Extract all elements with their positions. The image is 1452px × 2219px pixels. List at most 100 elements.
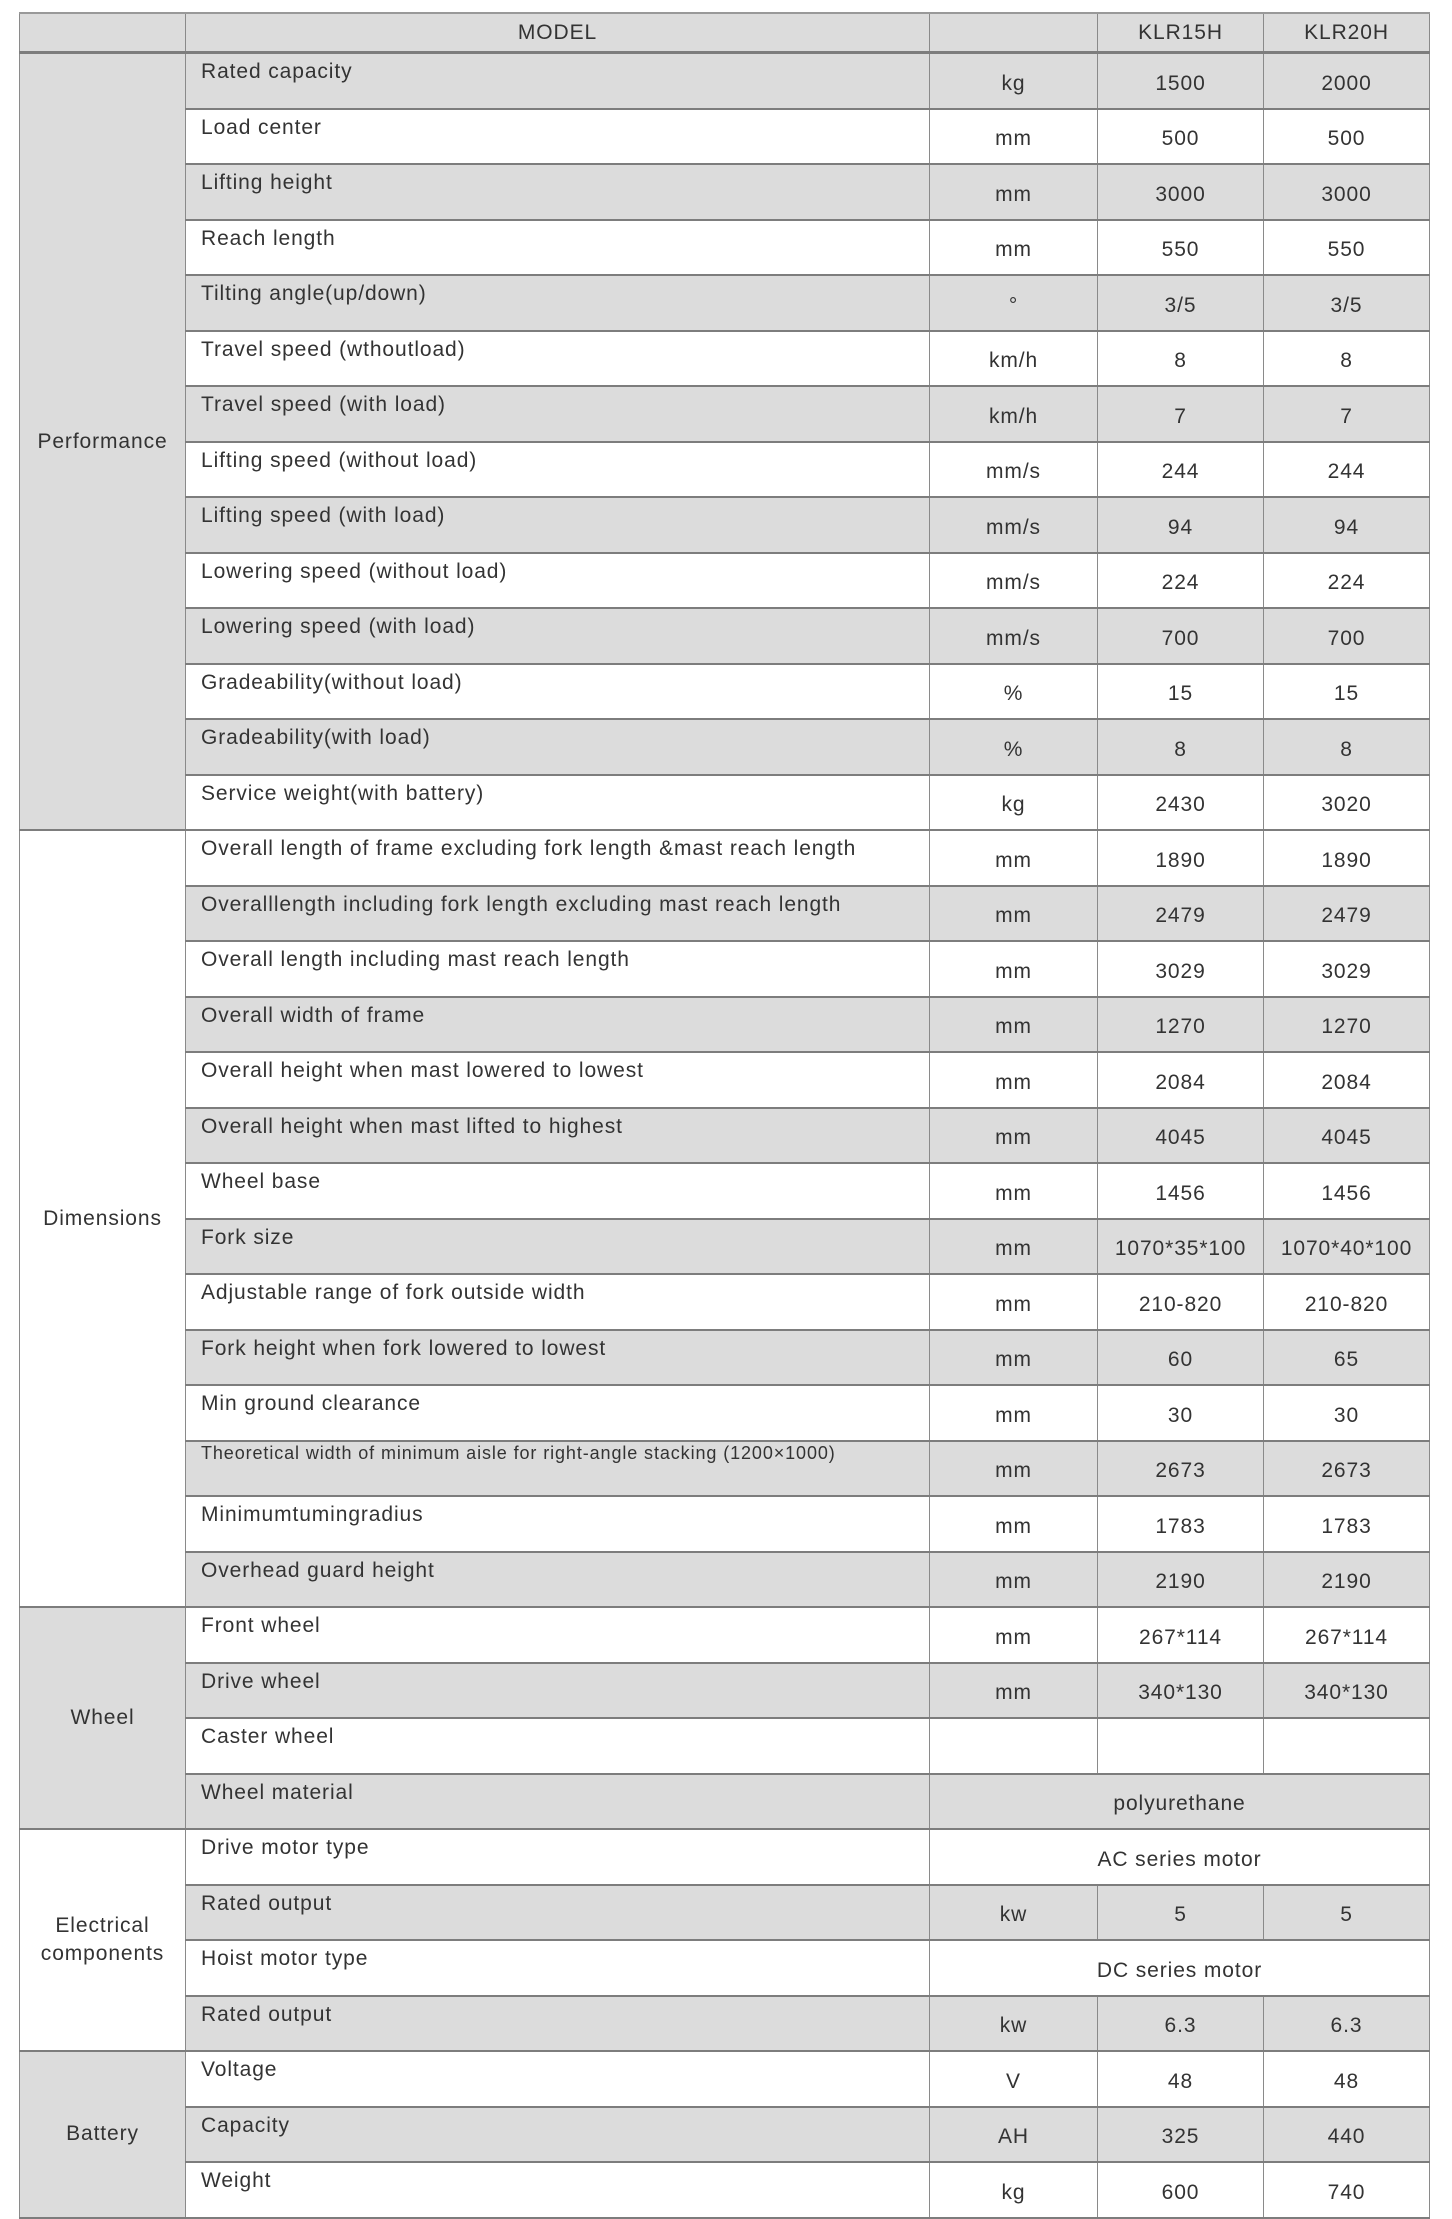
row-label: Rated output: [185, 1994, 930, 2052]
row-unit: %: [929, 662, 1098, 720]
table-row: Overall width of frame mm 1270 1270: [20, 995, 1430, 1053]
row-unit: mm: [929, 1051, 1098, 1109]
header-model-2: KLR20H: [1263, 12, 1430, 54]
row-unit: mm/s: [929, 607, 1098, 665]
row-label: Voltage: [185, 2050, 930, 2108]
spec-table: MODEL KLR15H KLR20H Performance Rated cap…: [19, 12, 1430, 2219]
header-model-1: KLR15H: [1097, 12, 1264, 54]
row-label: Overall height when mast lifted to highe…: [185, 1106, 930, 1164]
table-row: Electrical components Drive motor type AC …: [19, 1828, 1430, 2052]
row-unit: °: [929, 274, 1098, 332]
table-row: Wheel base mm 1456 1456: [20, 1162, 1430, 1220]
row-value-klr20h: 1783: [1263, 1495, 1430, 1553]
row-unit: mm: [929, 1162, 1098, 1220]
row-label: Gradeability(without load): [185, 662, 930, 720]
row-value-klr15h: 244: [1097, 440, 1264, 498]
row-value-klr20h: 267*114: [1263, 1606, 1430, 1664]
table-row: Dimensions Overall length of frame exclud…: [19, 829, 1430, 1608]
row-label: Wheel material: [185, 1772, 930, 1830]
row-value-klr20h: 500: [1263, 107, 1430, 165]
row-value-klr20h: 700: [1263, 607, 1430, 665]
row-unit: mm: [929, 107, 1098, 165]
row-unit: mm: [929, 1439, 1098, 1497]
row-value-klr15h: 1456: [1097, 1162, 1264, 1220]
row-value-klr15h: 3/5: [1097, 274, 1264, 332]
row-value-klr20h: 7: [1263, 385, 1430, 443]
row-value-klr20h: 8: [1263, 718, 1430, 776]
row-label: Caster wheel: [185, 1717, 930, 1775]
row-label: Drive wheel: [185, 1661, 930, 1719]
row-label: Overall height when mast lowered to lowe…: [185, 1051, 930, 1109]
table-row: Load center mm 500 500: [20, 107, 1430, 165]
row-value-klr20h: 1070*40*100: [1263, 1217, 1430, 1275]
row-value-klr15h: 340*130: [1097, 1661, 1264, 1719]
row-value-klr15h: 210-820: [1097, 1273, 1264, 1331]
row-label: Min ground clearance: [185, 1384, 930, 1442]
row-value-klr20h: 340*130: [1263, 1661, 1430, 1719]
row-value-klr20h: 224: [1263, 551, 1430, 609]
row-unit: mm: [929, 1661, 1098, 1719]
row-label: Weight: [185, 2161, 930, 2219]
row-value-klr20h: 65: [1263, 1328, 1430, 1386]
row-value-klr20h: 48: [1263, 2050, 1430, 2108]
row-value-klr15h: 5: [1097, 1883, 1264, 1941]
group-label: Battery: [19, 2050, 186, 2219]
table-row: Wheel Front wheel mm 267*114 267*114: [19, 1606, 1430, 1830]
row-label: Overalllength including fork length excl…: [185, 884, 930, 942]
row-unit: mm/s: [929, 551, 1098, 609]
row-label: Lifting height: [185, 163, 930, 221]
row-value-klr15h: 4045: [1097, 1106, 1264, 1164]
row-label: Overall length including mast reach leng…: [185, 940, 930, 998]
row-value-klr20h: 6.3: [1263, 1994, 1430, 2052]
table-row: Overall height when mast lifted to highe…: [20, 1106, 1430, 1164]
row-unit: mm: [929, 1495, 1098, 1553]
table-row: Lowering speed (with load) mm/s 700 700: [20, 607, 1430, 665]
row-unit: kg: [929, 2161, 1098, 2219]
row-value-klr20h: 8: [1263, 329, 1430, 387]
table-row: Rated output kw 5 5: [20, 1883, 1430, 1941]
row-unit: mm: [929, 163, 1098, 221]
row-unit: mm: [929, 1217, 1098, 1275]
row-label: Minimumtumingradius: [185, 1495, 930, 1553]
row-value-span: polyurethane: [929, 1772, 1430, 1830]
row-label: Fork size: [185, 1217, 930, 1275]
table-row: Battery Voltage V 48 48: [19, 2050, 1430, 2219]
row-label: Travel speed (with load): [185, 385, 930, 443]
row-value-klr20h: 244: [1263, 440, 1430, 498]
row-unit: mm: [929, 1328, 1098, 1386]
row-unit: AH: [929, 2105, 1098, 2163]
row-value-klr20h: 94: [1263, 496, 1430, 554]
table-row: Reach length mm 550 550: [20, 218, 1430, 276]
row-label: Drive motor type: [185, 1828, 930, 1886]
row-label: Theoretical width of minimum aisle for r…: [185, 1439, 930, 1497]
table-row: Lifting speed (without load) mm/s 244 244: [20, 440, 1430, 498]
row-value-klr15h: 8: [1097, 718, 1264, 776]
row-value-klr20h: 5: [1263, 1883, 1430, 1941]
row-value-klr15h: 15: [1097, 662, 1264, 720]
row-value-klr15h: [1097, 1717, 1264, 1775]
row-value-klr15h: 94: [1097, 496, 1264, 554]
row-label: Hoist motor type: [185, 1939, 930, 1997]
row-value-klr15h: 1270: [1097, 995, 1264, 1053]
row-value-klr20h: 15: [1263, 662, 1430, 720]
header-model: MODEL: [185, 12, 930, 54]
row-label: Lifting speed (with load): [185, 496, 930, 554]
row-unit: kg: [929, 51, 1098, 110]
group-label: Wheel: [19, 1606, 186, 1830]
row-value-klr15h: 7: [1097, 385, 1264, 443]
row-value-klr15h: 1890: [1097, 829, 1264, 887]
row-unit: mm: [929, 1384, 1098, 1442]
row-label: Fork height when fork lowered to lowest: [185, 1328, 930, 1386]
row-value-klr20h: 1890: [1263, 829, 1430, 887]
row-value-klr20h: 2190: [1263, 1550, 1430, 1608]
row-value-klr15h: 3029: [1097, 940, 1264, 998]
row-value-klr20h: 4045: [1263, 1106, 1430, 1164]
table-row: Fork size mm 1070*35*100 1070*40*100: [20, 1217, 1430, 1275]
row-value-klr15h: 2479: [1097, 884, 1264, 942]
row-label: Front wheel: [185, 1606, 930, 1664]
row-value-klr20h: 440: [1263, 2105, 1430, 2163]
row-label: Overall length of frame excluding fork l…: [185, 829, 930, 887]
row-value-klr15h: 550: [1097, 218, 1264, 276]
table-row: Hoist motor type DC series motor: [20, 1939, 1430, 1997]
table-row: Gradeability(with load)% 8 8: [20, 718, 1430, 776]
